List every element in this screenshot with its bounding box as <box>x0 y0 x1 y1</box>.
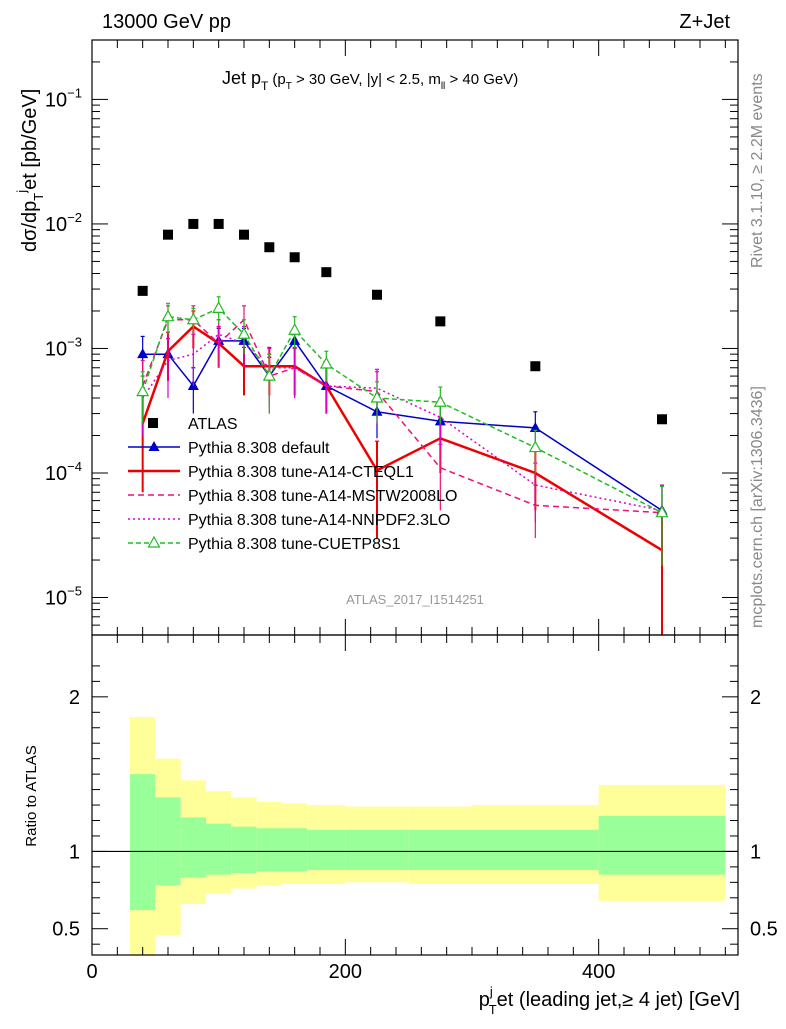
atlas-point-9 <box>435 316 446 327</box>
point-4-5 <box>262 368 276 381</box>
ratio-band-inner-6 <box>282 828 308 872</box>
series-line-0 <box>142 339 663 512</box>
point-4-2 <box>186 312 200 325</box>
x-tick-label-0: 0 <box>86 961 97 983</box>
ratio-y-axis-label: Ratio to ATLAS <box>23 745 40 846</box>
atlas-point-7 <box>321 267 332 278</box>
x-tick-label-2: 400 <box>582 961 615 983</box>
atlas-point-10 <box>530 361 541 372</box>
ratio-y-tick-label-right-0: 0.5 <box>750 919 778 941</box>
x-tick-label-1: 200 <box>329 961 362 983</box>
point-4-9 <box>433 394 447 407</box>
series-line-4 <box>141 307 663 514</box>
atlas-point-5 <box>264 242 275 253</box>
series-line-3 <box>142 333 663 512</box>
energy-label: 13000 GeV pp <box>102 11 231 33</box>
ratio-band-inner-7 <box>307 829 346 870</box>
main-y-axis-label: dσ/dpTjet [pb/GeV] <box>14 89 46 252</box>
ratio-band-inner-4 <box>231 826 257 874</box>
ratio-axes: 0.5 0.5 1 1 2 2 0 200 400 <box>52 634 778 983</box>
y-tick-label-1: 10−4 <box>45 459 82 485</box>
legend-label-1: Pythia 8.308 default <box>188 440 330 457</box>
y-tick-label-4: 10−1 <box>45 85 82 111</box>
legend-label-3: Pythia 8.308 tune-A14-MSTW2008LO <box>188 488 457 505</box>
x-axis-label: pj Tet (leading jet,≥ 4 jet) [GeV] <box>479 984 740 1017</box>
atlas-point-6 <box>289 252 300 263</box>
atlas-point-2 <box>188 218 199 229</box>
ratio-y-tick-label-left-0: 0.5 <box>52 919 80 941</box>
y-tick-label-2: 10−3 <box>45 334 82 360</box>
legend: ATLAS Pythia 8.308 default Pythia 8.308 tu… <box>128 416 457 553</box>
atlas-point-0 <box>137 285 148 296</box>
legend-label-5: Pythia 8.308 tune-CUETP8S1 <box>188 536 401 553</box>
point-0-0 <box>137 348 149 359</box>
point-4-8 <box>370 390 384 403</box>
atlas-point-8 <box>372 289 382 300</box>
ratio-band-inner-2 <box>180 817 206 878</box>
ratio-y-tick-label-left-2: 2 <box>69 687 80 709</box>
ratio-y-tick-label-left-1: 1 <box>69 841 80 863</box>
atlas-point-4 <box>239 229 249 240</box>
ratio-band-inner-1 <box>155 797 181 886</box>
rivet-label: Rivet 3.1.10, ≥ 2.2M events <box>749 73 766 268</box>
ratio-plot-content <box>92 716 738 955</box>
ratio-band-inner-3 <box>206 823 232 875</box>
legend-label-2: Pythia 8.308 tune-A14-CTEQL1 <box>188 464 414 481</box>
series-line-1 <box>141 324 663 552</box>
point-4-10 <box>528 440 542 453</box>
legend-marker-data <box>148 418 158 428</box>
legend-label-4: Pythia 8.308 tune-A14-NNPDF2.3LO <box>188 512 450 529</box>
y-tick-label-0: 10−5 <box>45 584 82 610</box>
point-0-10 <box>529 421 541 432</box>
main-title: Jet pT (pT > 30 GeV, |y| < 2.5, mll > 40 … <box>222 68 518 93</box>
legend-marker-0 <box>148 441 160 451</box>
ratio-band-inner-9 <box>408 829 472 870</box>
process-label: Z+Jet <box>679 11 730 33</box>
analysis-id: ATLAS_2017_I1514251 <box>346 592 484 607</box>
atlas-point-11 <box>657 414 667 425</box>
ratio-band-inner-8 <box>345 829 409 870</box>
point-4-7 <box>319 356 333 369</box>
legend-label-0: ATLAS <box>188 416 238 433</box>
y-tick-label-3: 10−2 <box>45 210 82 236</box>
main-plot-content <box>136 218 669 635</box>
point-4-0 <box>136 384 150 397</box>
point-4-1 <box>161 309 175 322</box>
main-panel <box>92 40 738 635</box>
ratio-y-tick-label-right-1: 1 <box>750 841 761 863</box>
ratio-band-inner-5 <box>256 828 282 872</box>
atlas-point-3 <box>213 218 224 229</box>
point-4-4 <box>237 327 251 339</box>
ratio-band-inner-10 <box>472 829 599 870</box>
ratio-y-tick-label-right-2: 2 <box>750 687 761 709</box>
source-label: mcplots.cern.ch [arXiv:1306.3436] <box>749 386 766 628</box>
ratio-band-inner-0 <box>130 774 156 911</box>
legend-marker-4 <box>147 535 161 548</box>
point-4-11 <box>655 505 669 518</box>
atlas-point-1 <box>163 229 173 240</box>
point-4-3 <box>212 301 226 313</box>
ratio-band-inner-11 <box>598 815 726 875</box>
ratio-frame <box>91 634 739 956</box>
point-4-6 <box>288 323 302 335</box>
